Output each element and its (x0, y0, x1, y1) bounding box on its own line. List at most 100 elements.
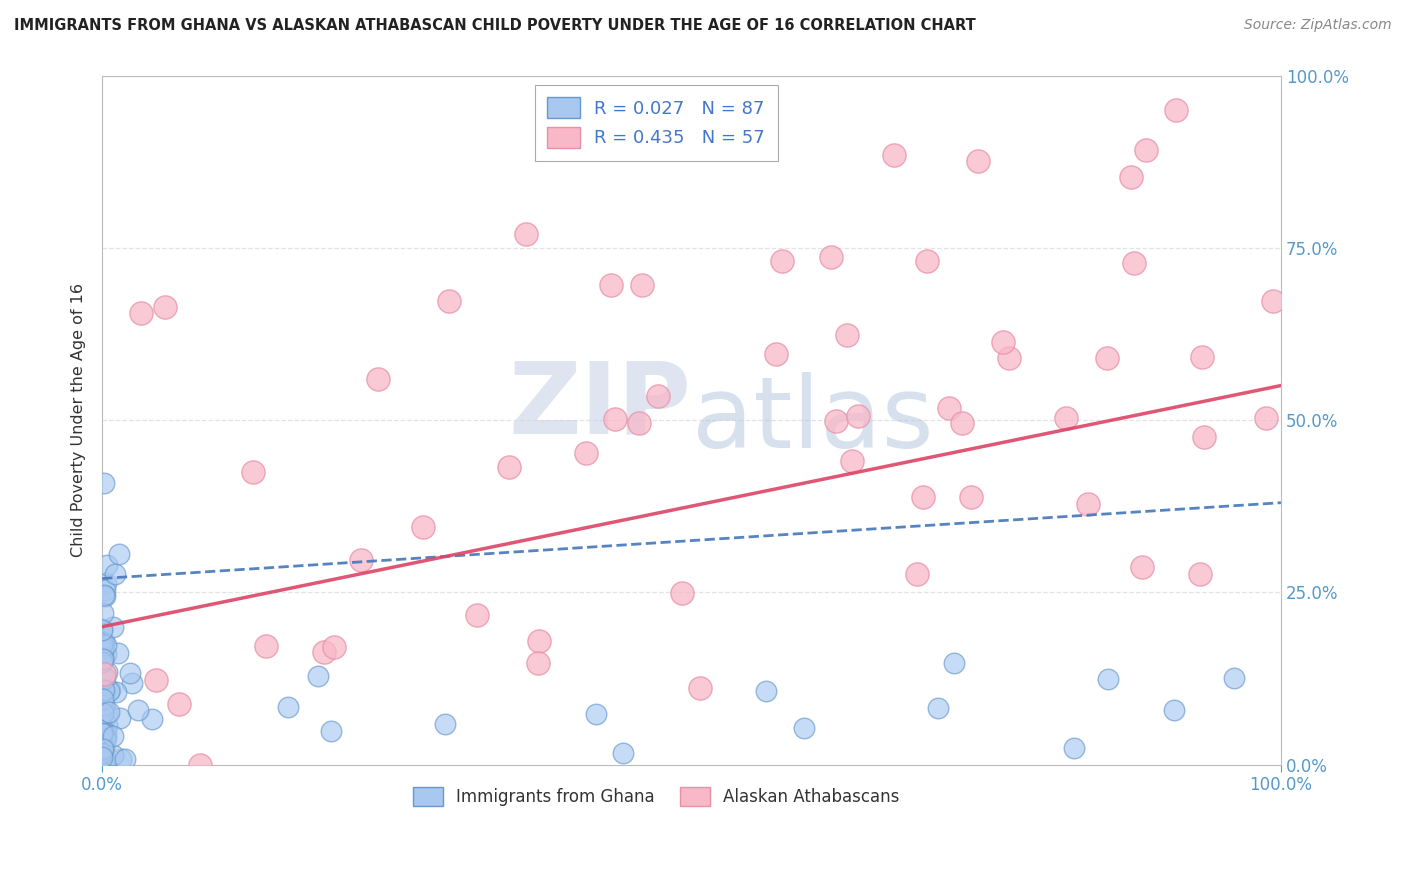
Point (1121, 169, 1143, 184)
Point (993, 334, 1015, 349)
Point (277, 699, 299, 714)
Point (167, 697, 190, 711)
Point (465, 608, 488, 623)
Point (1097, 672, 1119, 686)
Point (91, 724, 114, 739)
Point (97, 683, 120, 698)
Point (93, 636, 115, 650)
Point (91, 723, 114, 737)
Point (1222, 671, 1244, 685)
Point (612, 746, 634, 760)
Point (765, 347, 787, 361)
Point (312, 645, 335, 659)
Point (1191, 350, 1213, 364)
Point (107, 646, 129, 660)
Point (952, 416, 974, 430)
Point (96, 558, 118, 573)
Point (837, 328, 859, 343)
Point (437, 294, 460, 309)
Point (91, 725, 114, 739)
Point (153, 300, 176, 314)
Point (101, 747, 124, 762)
Point (671, 586, 693, 600)
Point (91, 706, 114, 721)
Point (515, 227, 537, 241)
Point (121, 675, 143, 690)
Point (1189, 566, 1212, 581)
Point (93, 635, 115, 649)
Point (1254, 410, 1277, 425)
Point (114, 752, 136, 766)
Point (600, 278, 623, 293)
Point (883, 148, 905, 162)
Point (91, 624, 114, 638)
Point (96, 706, 118, 721)
Point (93, 691, 115, 706)
Y-axis label: Child Poverty Under the Age of 16: Child Poverty Under the Age of 16 (72, 283, 86, 557)
Point (1135, 143, 1157, 157)
Point (93, 667, 115, 681)
Point (93, 731, 115, 746)
Point (91, 747, 114, 761)
Point (825, 414, 848, 428)
Point (943, 656, 966, 670)
Point (93, 589, 115, 603)
Point (93, 683, 115, 698)
Point (94, 754, 117, 768)
Point (129, 306, 152, 320)
Point (96, 665, 118, 680)
Point (434, 717, 457, 731)
Point (1130, 560, 1153, 574)
Point (93, 741, 115, 756)
Point (94, 726, 117, 740)
Point (94, 671, 117, 685)
Point (91, 723, 114, 738)
Point (93, 475, 115, 490)
Point (141, 712, 163, 726)
Point (323, 640, 346, 655)
Point (91, 733, 114, 747)
Point (905, 567, 928, 582)
Point (628, 416, 651, 430)
Point (350, 553, 373, 567)
Point (997, 351, 1019, 365)
Point (529, 634, 551, 648)
Point (91, 655, 114, 669)
Point (96, 576, 118, 591)
Point (927, 701, 949, 715)
Point (145, 673, 167, 687)
Point (93, 583, 115, 598)
Point (98, 683, 121, 698)
Point (93, 714, 115, 728)
Point (820, 251, 842, 265)
Point (94, 638, 117, 652)
Point (1194, 430, 1216, 444)
Text: atlas: atlas (692, 371, 934, 468)
Point (917, 254, 939, 268)
Point (93, 606, 115, 620)
Point (242, 465, 264, 479)
Point (585, 706, 607, 721)
Point (846, 409, 869, 423)
Point (101, 729, 124, 743)
Point (498, 460, 520, 475)
Point (118, 666, 141, 681)
Point (110, 752, 132, 766)
Point (603, 411, 626, 425)
Text: Source: ZipAtlas.com: Source: ZipAtlas.com (1244, 18, 1392, 32)
Point (93, 698, 115, 712)
Point (1263, 293, 1285, 308)
Point (307, 669, 329, 683)
Point (1077, 497, 1099, 511)
Legend: Immigrants from Ghana, Alaskan Athabascans: Immigrants from Ghana, Alaskan Athabasca… (405, 779, 908, 814)
Point (1054, 410, 1077, 425)
Point (412, 519, 434, 533)
Point (91, 747, 114, 762)
Point (966, 153, 988, 168)
Point (91, 742, 114, 756)
Point (91, 746, 114, 760)
Point (91, 637, 114, 651)
Point (319, 724, 342, 739)
Point (91, 641, 114, 656)
Point (91, 743, 114, 757)
